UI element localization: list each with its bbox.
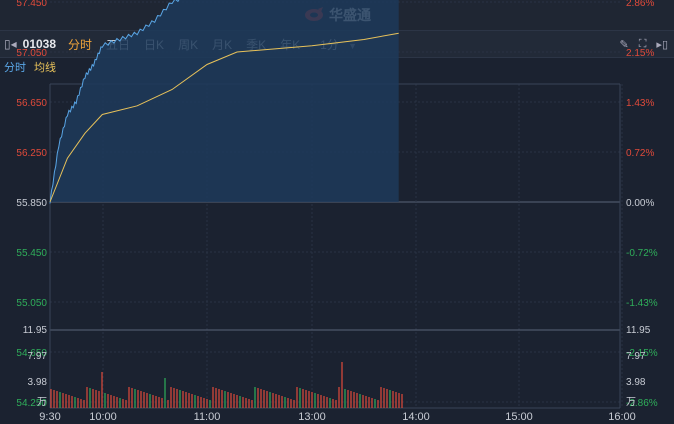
- tab-monthly[interactable]: 月K: [212, 37, 233, 52]
- pct-tick-label: 0.00%: [626, 198, 654, 209]
- average-line: [49, 32, 399, 203]
- price-tick-label: 54.650: [16, 348, 47, 359]
- chevron-down-icon: ▼: [348, 40, 358, 51]
- price-tick-label: 56.650: [16, 98, 47, 109]
- pct-tick-label: -2.86%: [626, 398, 658, 409]
- volume-tick-label: 万: [37, 397, 47, 408]
- price-tick-label: 56.250: [16, 148, 47, 159]
- stock-code[interactable]: 01038: [22, 37, 57, 51]
- tab-intraday[interactable]: 分时: [68, 37, 93, 52]
- time-tick-label: 10:00: [89, 411, 117, 423]
- tab-5day[interactable]: 五日: [106, 37, 131, 52]
- time-tick-label: 14:00: [402, 411, 430, 423]
- volume-tick-label: 7.97: [626, 351, 646, 362]
- app-title: 华盛通: [329, 7, 371, 23]
- pct-tick-label: -0.72%: [626, 248, 658, 259]
- time-tick-label: 16:00: [608, 411, 636, 423]
- volume-tick-label: 3.98: [28, 377, 48, 388]
- fullscreen-icon[interactable]: ⛶: [638, 37, 647, 50]
- brand: 华盛通: [303, 5, 371, 25]
- panel-forward-icon[interactable]: ▸▯: [656, 38, 668, 51]
- indicator-legend: 分时 均线: [0, 58, 56, 76]
- price-tick-label: 55.850: [16, 198, 47, 209]
- pencil-icon[interactable]: ✎: [619, 38, 629, 51]
- pct-tick-label: 0.72%: [626, 148, 654, 159]
- volume-tick-label: 万: [626, 397, 636, 408]
- price-tick-label: 54.250: [16, 398, 47, 409]
- volume-tick-label: 11.95: [23, 325, 48, 336]
- time-tick-label: 11:00: [194, 411, 221, 423]
- toolbar-tools: ✎ ⛶ ▸▯: [620, 31, 669, 57]
- interval-value: 1分: [320, 37, 339, 52]
- volume-tick-label: 7.97: [28, 351, 48, 362]
- tab-quarterly[interactable]: 季K: [246, 37, 267, 52]
- interval-select[interactable]: 1分 ▼: [320, 36, 357, 53]
- volume-tick-label: 11.95: [626, 325, 651, 336]
- tab-yearly[interactable]: 年K: [280, 37, 301, 52]
- volume-tick-label: 3.98: [626, 377, 646, 388]
- legend-average[interactable]: 均线: [34, 62, 56, 74]
- time-tick-label: 15:00: [505, 411, 533, 423]
- time-tick-label: 9:30: [39, 411, 60, 423]
- pct-tick-label: -2.15%: [626, 348, 658, 359]
- time-tick-label: 13:00: [298, 411, 326, 423]
- tab-weekly[interactable]: 周K: [178, 37, 199, 52]
- pct-tick-label: -1.43%: [626, 298, 658, 309]
- tab-daily[interactable]: 日K: [144, 37, 165, 52]
- price-tick-label: 55.450: [16, 248, 47, 259]
- toolbar: ▯◂ 01038 分时 五日 日K 周K 月K 季K 年K 1分 ▼: [0, 31, 674, 58]
- title-bar: 华盛通: [0, 0, 674, 31]
- legend-price[interactable]: 分时: [4, 62, 26, 74]
- panel-back-icon[interactable]: ▯◂: [4, 37, 17, 51]
- logo-icon: [303, 6, 325, 25]
- pct-tick-label: 1.43%: [626, 98, 654, 109]
- price-tick-label: 55.050: [16, 298, 47, 309]
